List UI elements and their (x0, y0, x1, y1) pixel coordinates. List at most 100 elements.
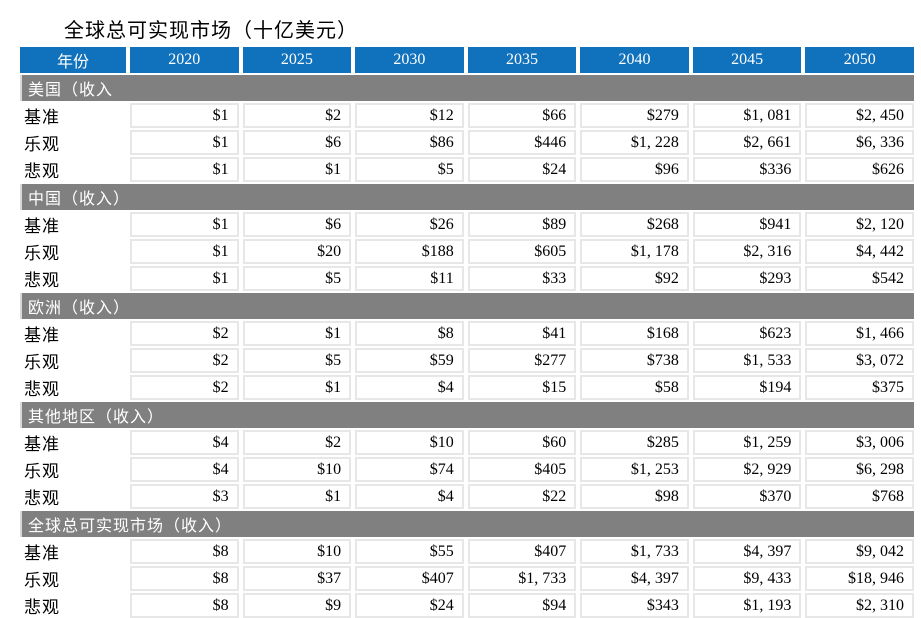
scenario-row: 基准 $4 $2 $10 $60 $285 $1, 259 $3, 006 (20, 430, 914, 455)
value-cell: $18, 946 (805, 566, 914, 591)
value-cell: $12 (355, 103, 464, 128)
value-cell: $2, 929 (692, 457, 802, 482)
value-cell: $66 (467, 103, 577, 128)
scenario-row: 悲观 $3 $1 $4 $22 $98 $370 $768 (20, 484, 914, 509)
value-cell: $9, 042 (805, 539, 914, 564)
value-cell: $6, 298 (805, 457, 914, 482)
year-header-cell: 2045 (692, 47, 802, 73)
value-cell: $188 (355, 239, 464, 264)
value-cell: $9, 433 (692, 566, 802, 591)
value-cell: $2, 450 (805, 103, 914, 128)
scenario-row: 乐观 $8 $37 $407 $1, 733 $4, 397 $9, 433 $18, 946 (20, 566, 914, 591)
value-cell: $1, 193 (692, 593, 802, 618)
value-cell: $1, 081 (692, 103, 802, 128)
scenario-row: 乐观 $4 $10 $74 $405 $1, 253 $2, 929 $6, 298 (20, 457, 914, 482)
scenario-label-cell: 悲观 (24, 489, 60, 508)
value-cell: $59 (355, 348, 464, 373)
scenario-row: 基准 $1 $2 $12 $66 $279 $1, 081 $2, 450 (20, 103, 914, 128)
value-cell: $4 (130, 430, 239, 455)
value-cell: $1, 733 (467, 566, 577, 591)
value-cell: $1, 228 (580, 130, 689, 155)
section-header-label: 欧洲（收入） (20, 293, 914, 319)
value-cell: $4, 397 (580, 566, 689, 591)
value-cell: $2, 661 (692, 130, 802, 155)
value-cell: $407 (467, 539, 577, 564)
scenario-label-cell: 乐观 (24, 571, 60, 590)
value-cell: $3 (130, 484, 239, 509)
value-cell: $22 (467, 484, 577, 509)
year-header-cell: 2020 (130, 47, 239, 73)
scenario-label-cell: 基准 (24, 544, 60, 563)
value-cell: $26 (355, 212, 464, 237)
value-cell: $55 (355, 539, 464, 564)
value-cell: $10 (242, 457, 352, 482)
value-cell: $370 (692, 484, 802, 509)
value-cell: $60 (467, 430, 577, 455)
value-cell: $10 (355, 430, 464, 455)
value-cell: $738 (580, 348, 689, 373)
value-cell: $542 (805, 266, 914, 291)
value-cell: $1, 253 (580, 457, 689, 482)
value-cell: $1, 733 (580, 539, 689, 564)
year-header-cell: 2050 (805, 47, 914, 73)
value-cell: $4, 442 (805, 239, 914, 264)
value-cell: $20 (242, 239, 352, 264)
value-cell: $279 (580, 103, 689, 128)
value-cell: $8 (130, 566, 239, 591)
value-cell: $605 (467, 239, 577, 264)
value-cell: $11 (355, 266, 464, 291)
value-cell: $1, 466 (805, 321, 914, 346)
scenario-row: 基准 $1 $6 $26 $89 $268 $941 $2, 120 (20, 212, 914, 237)
value-cell: $4 (130, 457, 239, 482)
value-cell: $9 (242, 593, 352, 618)
section-header-row: 中国（收入） (20, 184, 914, 210)
value-cell: $94 (467, 593, 577, 618)
scenario-label-cell: 基准 (24, 435, 60, 454)
value-cell: $1, 259 (692, 430, 802, 455)
scenario-row: 乐观 $1 $20 $188 $605 $1, 178 $2, 316 $4, 442 (20, 239, 914, 264)
value-cell: $6, 336 (805, 130, 914, 155)
scenario-label-cell: 基准 (24, 108, 60, 127)
value-cell: $941 (692, 212, 802, 237)
value-cell: $336 (692, 157, 802, 182)
value-cell: $277 (467, 348, 577, 373)
value-cell: $2 (130, 321, 239, 346)
value-cell: $10 (242, 539, 352, 564)
value-cell: $1 (242, 375, 352, 400)
value-cell: $33 (467, 266, 577, 291)
value-cell: $768 (805, 484, 914, 509)
scenario-row: 悲观 $2 $1 $4 $15 $58 $194 $375 (20, 375, 914, 400)
value-cell: $1, 533 (692, 348, 802, 373)
section-header-row: 美国（收入 (20, 75, 914, 101)
value-cell: $1 (242, 484, 352, 509)
value-cell: $96 (580, 157, 689, 182)
market-table-body: 美国（收入 基准 $1 $2 $12 $66 $279 $1, 081 $2, 450 乐观 $1 $… (20, 75, 914, 618)
value-cell: $89 (467, 212, 577, 237)
section-header-label: 美国（收入 (20, 75, 914, 101)
value-cell: $98 (580, 484, 689, 509)
scenario-label-cell: 悲观 (24, 380, 60, 399)
value-cell: $2, 310 (805, 593, 914, 618)
value-cell: $41 (467, 321, 577, 346)
value-cell: $1 (242, 321, 352, 346)
scenario-row: 悲观 $8 $9 $24 $94 $343 $1, 193 $2, 310 (20, 593, 914, 618)
value-cell: $5 (355, 157, 464, 182)
value-cell: $4 (355, 375, 464, 400)
value-cell: $1 (130, 157, 239, 182)
value-cell: $3, 006 (805, 430, 914, 455)
value-cell: $626 (805, 157, 914, 182)
value-cell: $2, 120 (805, 212, 914, 237)
scenario-label-cell: 乐观 (24, 135, 60, 154)
value-cell: $6 (242, 130, 352, 155)
year-column-header: 年份 (20, 47, 126, 73)
section-header-label: 其他地区（收入） (20, 402, 914, 428)
value-cell: $15 (467, 375, 577, 400)
value-cell: $4 (355, 484, 464, 509)
value-cell: $1, 178 (580, 239, 689, 264)
value-cell: $194 (692, 375, 802, 400)
value-cell: $74 (355, 457, 464, 482)
value-cell: $5 (242, 348, 352, 373)
value-cell: $1 (130, 266, 239, 291)
value-cell: $293 (692, 266, 802, 291)
value-cell: $1 (130, 212, 239, 237)
